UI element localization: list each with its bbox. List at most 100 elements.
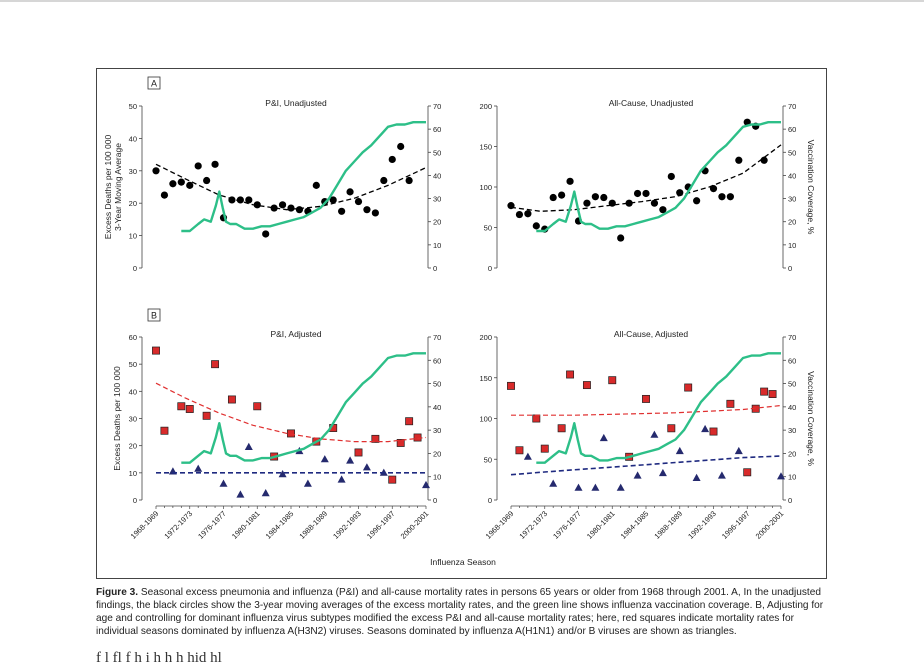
x-axis-tick-label: 1968-1969: [129, 509, 161, 541]
data-point-square: [726, 399, 735, 408]
data-point-square: [557, 424, 566, 433]
data-point-circle: [194, 162, 202, 170]
right-axis-tick-label: 60: [788, 125, 796, 134]
data-point-circle: [650, 199, 659, 207]
data-point-triangle: [194, 464, 203, 472]
data-point-triangle: [320, 455, 329, 463]
data-point-circle: [287, 204, 295, 212]
data-point-square: [354, 448, 363, 457]
data-point-circle: [236, 196, 244, 204]
data-point-triangle: [599, 433, 608, 442]
data-point-circle: [329, 196, 337, 204]
body-text-fragment: f l fl f h i h h h hid hl: [96, 650, 222, 666]
data-point-circle: [617, 234, 625, 242]
data-point-triangle: [658, 468, 667, 477]
data-point-circle: [583, 199, 591, 207]
left-axis-tick-label: 20: [129, 442, 137, 451]
data-point-circle: [591, 193, 599, 201]
y2-axis-label: Vaccination Coverage, %: [806, 140, 816, 235]
x-axis-tick-label: 1972-1973: [517, 509, 549, 541]
x-axis-tick-label: 1972-1973: [162, 509, 194, 541]
right-axis-tick-label: 30: [433, 195, 441, 204]
data-point-circle: [515, 210, 524, 219]
data-point-circle: [558, 191, 566, 199]
right-axis-tick-label: 70: [788, 333, 796, 342]
right-axis-tick-label: 0: [788, 496, 792, 505]
right-axis-tick-label: 10: [788, 473, 796, 482]
left-axis-tick-label: 10: [129, 232, 137, 241]
left-axis-tick-label: 100: [479, 183, 492, 192]
x-axis-tick-label: 1992-1993: [686, 509, 718, 541]
data-point-circle: [295, 206, 304, 214]
x-axis-tick-label: 1996-1997: [365, 509, 397, 541]
data-point-circle: [211, 160, 219, 168]
data-point-square: [152, 346, 160, 355]
data-point-square: [684, 383, 693, 392]
data-point-circle: [152, 167, 160, 175]
data-point-triangle: [422, 480, 430, 489]
data-point-triangle: [734, 446, 743, 455]
data-point-circle: [633, 189, 642, 198]
y2-axis-label: Vaccination Coverage, %: [806, 371, 816, 466]
vaccination-coverage-line: [536, 120, 781, 233]
data-point-square: [540, 444, 549, 453]
left-axis-tick-label: 50: [484, 224, 492, 233]
data-point-square: [177, 402, 186, 411]
left-axis-tick-label: 40: [129, 387, 137, 396]
x-axis-tick-label: 1988-1989: [297, 509, 329, 541]
data-point-circle: [600, 193, 608, 202]
right-axis-tick-label: 60: [433, 356, 441, 365]
data-point-circle: [363, 206, 371, 214]
x-axis-tick-label: 1968-1969: [484, 509, 516, 541]
h3n2-trend-line: [511, 404, 782, 416]
left-axis-tick-label: 0: [133, 496, 137, 505]
left-axis-tick-label: 150: [479, 374, 492, 383]
data-point-triangle: [591, 483, 600, 491]
data-point-square: [405, 417, 414, 426]
data-point-circle: [371, 209, 379, 217]
data-point-square: [185, 405, 194, 413]
chart-title: All-Cause, Unadjusted: [609, 98, 694, 108]
x-axis-title: Influenza Season: [430, 557, 496, 567]
right-axis-tick-label: 40: [788, 403, 796, 412]
data-point-circle: [659, 206, 667, 214]
right-axis-tick-label: 60: [788, 356, 796, 365]
panel-letter-box: [147, 76, 161, 90]
x-axis-tick-label: 1976-1977: [196, 509, 228, 541]
right-axis-tick-label: 20: [788, 449, 796, 458]
data-point-circle: [354, 197, 363, 206]
data-point-square: [253, 402, 262, 411]
data-point-circle: [532, 222, 540, 230]
data-point-circle: [625, 199, 633, 207]
vaccination-coverage-line: [536, 352, 781, 464]
data-point-triangle: [261, 489, 270, 497]
data-point-square: [396, 439, 405, 447]
y-axis-label: Excess Deaths per 100 000: [103, 135, 113, 240]
data-point-circle: [253, 201, 261, 209]
data-point-square: [760, 387, 769, 396]
data-point-circle: [312, 181, 320, 189]
left-axis-tick-label: 20: [129, 199, 137, 208]
data-point-circle: [338, 207, 346, 215]
left-axis-tick-label: 10: [129, 469, 137, 478]
data-point-square: [642, 394, 650, 403]
right-axis-tick-label: 20: [433, 449, 441, 458]
data-point-circle: [388, 155, 396, 164]
left-axis-tick-label: 200: [479, 333, 492, 342]
page-top-rule: [0, 0, 924, 2]
data-point-circle: [549, 193, 557, 202]
left-axis-tick-label: 40: [129, 134, 137, 143]
right-axis-tick-label: 70: [433, 333, 441, 342]
figure-frame: [96, 68, 827, 579]
data-point-triangle: [574, 483, 583, 491]
caption-label: Figure 3.: [96, 587, 139, 598]
left-axis-tick-label: 0: [133, 264, 137, 273]
data-point-square: [227, 395, 236, 404]
right-axis-tick-label: 30: [788, 426, 796, 435]
left-axis-tick-label: 200: [479, 102, 492, 111]
right-axis-tick-label: 40: [433, 171, 441, 180]
panel-letter: A: [151, 79, 157, 89]
chart-title: All-Cause, Adjusted: [614, 329, 688, 339]
right-axis-tick-label: 20: [433, 218, 441, 227]
data-point-square: [566, 370, 575, 379]
